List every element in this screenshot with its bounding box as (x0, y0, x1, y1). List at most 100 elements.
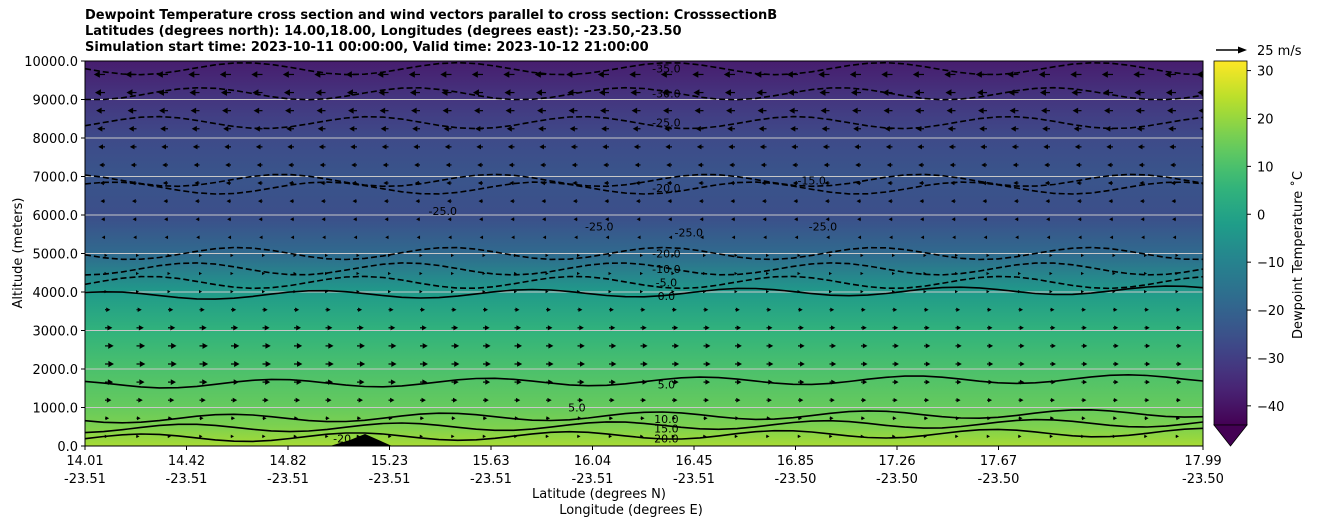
wind-vector-head (479, 235, 484, 240)
wind-vector-head (325, 416, 330, 421)
wind-vector-head (1041, 107, 1047, 114)
wind-vector-head (629, 71, 636, 78)
contour-line (85, 86, 1203, 101)
wind-vector-head (630, 89, 637, 96)
colorbar-bar (1213, 60, 1248, 426)
wind-vector-head (1145, 379, 1150, 385)
wind-vector-head (980, 144, 986, 150)
wind-vector-head (1177, 343, 1182, 349)
wind-vector-head (509, 199, 514, 204)
wind-vector-head (1046, 235, 1051, 240)
wind-vector-head (605, 235, 610, 240)
x-axis-label-lon: Longitude (degrees E) (559, 503, 703, 518)
wind-vector-head (694, 107, 701, 114)
wind-vector-head (674, 361, 680, 367)
wind-vector-head (233, 342, 240, 349)
wind-vector-head (642, 361, 648, 367)
wind-vector-head (893, 325, 899, 331)
wind-vector-head (101, 217, 105, 222)
wind-vector-head (925, 379, 930, 385)
wind-vector-head (731, 235, 736, 240)
wind-vector-head (451, 253, 454, 258)
wind-vector-head (949, 162, 955, 168)
contour-line (85, 246, 1203, 261)
wind-vector-head (535, 89, 542, 96)
wind-vector-head (608, 253, 612, 258)
wind-vector-head (705, 343, 711, 349)
wind-vector-head (924, 416, 929, 421)
wind-vector-head (572, 180, 577, 186)
wind-vector-head (356, 253, 360, 258)
contour-label: -35.0 (652, 63, 680, 76)
wind-vector-head (192, 144, 198, 150)
wind-vector-head (233, 325, 239, 331)
wind-vector-head (1207, 272, 1210, 275)
wind-vector-head (641, 307, 646, 312)
wind-vector-head (1209, 362, 1213, 367)
wind-vector-head (255, 144, 261, 150)
wind-vector-head (609, 416, 614, 421)
wind-vector-head (190, 107, 197, 114)
wind-vector-head (758, 125, 764, 132)
wind-vector-head (1108, 199, 1113, 204)
contour-label: -30.0 (652, 88, 680, 101)
wind-vector-head (170, 379, 176, 385)
wind-vector-head (578, 307, 583, 312)
x-tick-label-lon: -23.51 (673, 472, 715, 487)
wind-vector-head (1199, 126, 1203, 131)
wind-vector-head (477, 180, 482, 186)
wind-vector-head (542, 235, 547, 240)
wind-vector-head (1165, 89, 1172, 96)
wind-vector-head (793, 199, 798, 204)
wind-vector-head (422, 361, 428, 367)
wind-vector-head (517, 361, 523, 367)
wind-vector-head (505, 107, 512, 114)
wind-vector-head (391, 343, 397, 349)
wind-vector-head (611, 361, 617, 367)
x-axis-label-lat: Latitude (degrees N) (532, 487, 666, 502)
wind-vector-head (957, 361, 962, 367)
wind-vector-head (318, 144, 324, 150)
wind-vector-head (327, 325, 333, 331)
wind-vector-head (548, 343, 554, 349)
wind-vector-head (196, 235, 200, 240)
colorbar-tick-label: −10 (1257, 256, 1284, 271)
wind-vector-head (454, 343, 460, 349)
wind-vector-head (1113, 398, 1118, 403)
wind-vector-head (483, 416, 488, 421)
wind-vector-head (829, 271, 832, 276)
wind-vector-head (1175, 289, 1179, 294)
colorbar-ticks: 30 20 10 0 −10 −20 −30 −40 (1247, 65, 1284, 415)
wind-vector-head (912, 71, 919, 78)
wind-vector-head (888, 217, 893, 222)
wind-vector-head (136, 416, 141, 421)
wind-vector-head (1049, 434, 1053, 439)
wind-vector-head (382, 162, 388, 168)
wind-vector-head (136, 253, 139, 258)
wind-vector-head (604, 199, 609, 204)
x-tick-label-lat: 15.23 (371, 454, 408, 469)
wind-vector-head (950, 199, 955, 204)
wind-vector-head (1175, 434, 1179, 439)
wind-vector-head (515, 307, 520, 312)
wind-vector-head (831, 361, 837, 367)
wind-vector-head (164, 235, 169, 240)
wind-vector-head (988, 325, 993, 331)
wind-vector-head (171, 360, 177, 368)
wind-vector-head (892, 416, 897, 421)
wind-vector-head (734, 434, 738, 439)
wind-vector-head (572, 199, 577, 204)
wind-vector-head (889, 235, 893, 240)
wind-vector-head (1074, 144, 1080, 150)
wind-vector-head (453, 325, 459, 331)
wind-vector-head (603, 162, 608, 168)
wind-vector-head (1176, 398, 1181, 403)
wind-vector-head (609, 307, 614, 312)
wind-vector-head (1019, 307, 1024, 312)
wind-vector-head (129, 144, 135, 150)
wind-vector-head (384, 217, 389, 222)
wind-vector-head (1020, 343, 1025, 349)
wind-vector-head (766, 434, 770, 439)
wind-vector-head (673, 397, 678, 403)
wind-vectors (93, 71, 1213, 439)
